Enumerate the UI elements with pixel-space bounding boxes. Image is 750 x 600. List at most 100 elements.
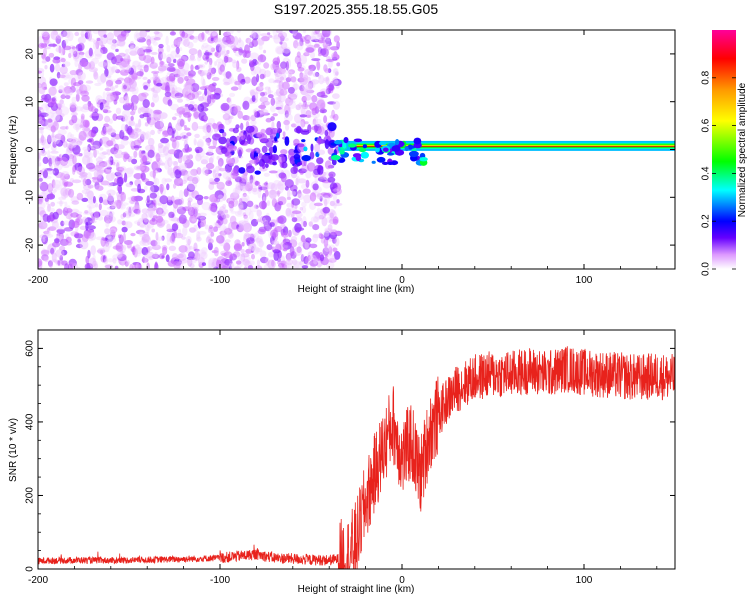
- heatmap-cell: [198, 212, 207, 217]
- heatmap-cell: [150, 129, 156, 136]
- heatmap-cell: [57, 101, 65, 108]
- heatmap-cell: [142, 76, 148, 80]
- heatmap-cell: [96, 37, 101, 42]
- heatmap-cell: [232, 167, 238, 174]
- heatmap-cell: [49, 63, 55, 73]
- heatmap-cell: [238, 204, 244, 211]
- heatmap-cell: [107, 258, 114, 263]
- heatmap-cell: [260, 92, 265, 97]
- heatmap-cell: [189, 101, 195, 105]
- heatmap-cell: [197, 103, 205, 113]
- heatmap-cell: [38, 177, 43, 182]
- heatmap-cell: [314, 116, 318, 126]
- heatmap-cell: [116, 176, 124, 187]
- heatmap-cell: [283, 37, 289, 42]
- heatmap-cell: [99, 165, 104, 175]
- heatmap-cell: [212, 169, 217, 179]
- heatmap-cell: [280, 223, 286, 228]
- heatmap-cell: [105, 91, 112, 97]
- heatmap-cell: [169, 235, 176, 244]
- heatmap-cell: [62, 61, 71, 67]
- heatmap-cell: [301, 201, 307, 208]
- heatmap-cell: [316, 33, 323, 39]
- heatmap-cell: [204, 88, 208, 96]
- heatmap-cell: [128, 43, 136, 49]
- heatmap-cell: [305, 256, 310, 266]
- heatmap-cell: [75, 93, 80, 102]
- heatmap-cell: [42, 170, 49, 179]
- heatmap-cell: [108, 157, 113, 161]
- heatmap-cell: [166, 66, 176, 72]
- heatmap-cell: [72, 221, 80, 228]
- heatmap-cell: [128, 120, 135, 127]
- heatmap-cell: [115, 107, 122, 115]
- heatmap-cell: [174, 169, 182, 179]
- heatmap-cell: [42, 213, 49, 222]
- heatmap-cell: [254, 170, 261, 175]
- heatmap-cell: [193, 36, 203, 40]
- heatmap-cell: [170, 50, 178, 60]
- heatmap-cell: [291, 212, 295, 219]
- heatmap-cell: [121, 220, 126, 226]
- heatmap-cell: [174, 87, 183, 94]
- heatmap-cell: [143, 185, 148, 191]
- heatmap-cell: [237, 226, 244, 233]
- heatmap-cell: [116, 166, 125, 172]
- heatmap-cell: [288, 101, 297, 109]
- heatmap-cell: [316, 60, 321, 71]
- heatmap-cell: [198, 72, 206, 76]
- heatmap-cell: [158, 51, 163, 61]
- heatmap-cell: [138, 118, 142, 128]
- heatmap-cell: [318, 33, 324, 39]
- heatmap-cell: [331, 111, 336, 116]
- heatmap-cell: [259, 96, 269, 103]
- heatmap-cell: [236, 147, 244, 156]
- heatmap-cell: [147, 44, 152, 51]
- heatmap-cell: [91, 57, 99, 65]
- heatmap-cell: [79, 171, 88, 177]
- heatmap-cell: [152, 169, 156, 179]
- heatmap-cell: [122, 212, 127, 218]
- heatmap-cell: [80, 59, 87, 67]
- heatmap-cell: [106, 128, 116, 136]
- heatmap-cell: [80, 30, 84, 38]
- heatmap-cell: [332, 113, 339, 121]
- heatmap-cell: [222, 131, 227, 137]
- heatmap-cell: [334, 237, 340, 247]
- heatmap-cell: [188, 48, 198, 55]
- heatmap-cell: [196, 230, 201, 240]
- heatmap-cell: [109, 228, 117, 233]
- heatmap-cell: [270, 154, 280, 161]
- heatmap-cell: [245, 125, 255, 133]
- heatmap-cell: [100, 249, 104, 255]
- heatmap-cell: [216, 235, 225, 244]
- heatmap-cell: [185, 82, 193, 90]
- heatmap-cell: [332, 183, 338, 187]
- heatmap-cell: [272, 113, 279, 117]
- heatmap-cell: [184, 81, 193, 92]
- heatmap-cell: [181, 36, 188, 46]
- heatmap-cell: [183, 83, 192, 90]
- heatmap-cell: [205, 151, 214, 156]
- heatmap-cell: [180, 197, 184, 205]
- heatmap-cell: [194, 146, 203, 154]
- heatmap-cell: [206, 30, 212, 36]
- heatmap-cell: [157, 142, 163, 149]
- heatmap-cell: [123, 94, 128, 101]
- heatmap-cell: [187, 238, 191, 246]
- heatmap-cell: [302, 30, 307, 34]
- heatmap-cell: [193, 224, 198, 232]
- heatmap-cell: [118, 52, 126, 57]
- heatmap-cell: [210, 47, 216, 53]
- heatmap-cell: [203, 196, 209, 200]
- heatmap-cell: [71, 114, 78, 124]
- heatmap-cell: [63, 82, 69, 87]
- heatmap-cell: [243, 215, 249, 223]
- heatmap-cell: [140, 132, 149, 140]
- heatmap-cell: [106, 93, 114, 103]
- heatmap-cell: [300, 118, 306, 128]
- heatmap-cell: [286, 253, 291, 262]
- heatmap-cell: [60, 187, 68, 197]
- heatmap-cell: [282, 131, 286, 137]
- heatmap-cell: [97, 170, 103, 180]
